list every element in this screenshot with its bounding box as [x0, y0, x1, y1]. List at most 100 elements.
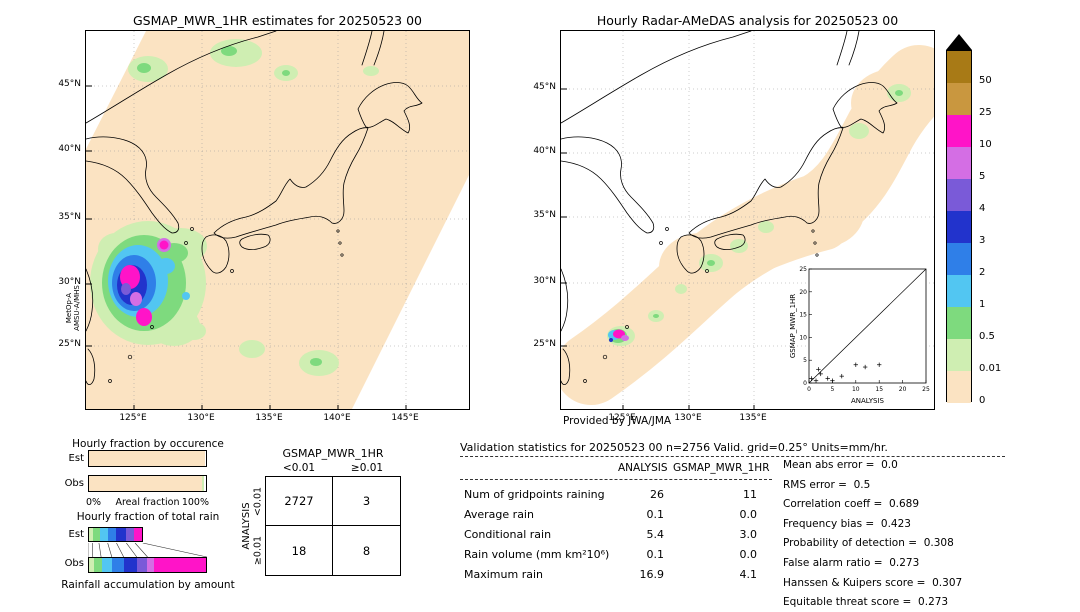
- stat-row-label: Rain volume (mm km²10⁶): [464, 548, 610, 561]
- inset-x-tick: 25: [922, 386, 930, 393]
- validation-divider-top: [460, 456, 1005, 457]
- validation-header-analysis: ANALYSIS: [618, 462, 668, 474]
- fan-line: [126, 543, 138, 557]
- precip-blob: [609, 338, 613, 342]
- precip-blob: [130, 292, 142, 306]
- precipitation-blobs: [607, 84, 911, 346]
- coastlines: [561, 31, 898, 385]
- colorbar-segment-0: [947, 371, 971, 403]
- lat-tick-label: 25°N: [533, 339, 556, 349]
- occurrence-obs-label: Obs: [64, 478, 84, 489]
- contingency-row-header-lt: <0.01: [252, 486, 264, 517]
- inset-y-tick: 25: [799, 266, 807, 273]
- precip-blob: [895, 90, 903, 96]
- bar-segment-pale_green: [89, 558, 94, 572]
- bar-segment-peach: [89, 451, 206, 466]
- stat-gsmap-value: 0.0: [739, 548, 758, 561]
- bar-segment-cyan: [99, 528, 108, 541]
- inset-y-tick: 15: [799, 312, 807, 319]
- stat-analysis-value: 0.1: [646, 508, 665, 521]
- stat-analysis-value: 5.4: [646, 528, 665, 541]
- radar-coverage: [561, 45, 934, 405]
- score-value: 0.423: [880, 518, 911, 530]
- coastlines: [86, 31, 423, 385]
- contingency-title: GSMAP_MWR_1HR: [282, 447, 384, 460]
- colorbar-label: 4: [979, 203, 986, 214]
- precip-blob: [675, 284, 687, 294]
- score-label: RMS error =: [783, 479, 854, 491]
- inset-x-tick: 0: [807, 386, 811, 393]
- gsmap-map: [85, 30, 470, 410]
- stat-row-label: Average rain: [464, 508, 534, 521]
- score-value: 0.689: [888, 498, 920, 510]
- radar-map: 0 5 10 15 20 25 0 5 10 15 20 25 ANALYSIS GSMAP_MWR_1H…: [560, 30, 935, 410]
- colorbar-segment-50: [947, 51, 971, 83]
- fan-line: [134, 543, 148, 557]
- colorbar-segment-2: [947, 243, 971, 275]
- lat-tick-label: 35°N: [533, 210, 556, 220]
- score-label: Correlation coeff =: [783, 498, 889, 510]
- precip-blob: [849, 123, 869, 139]
- precipitation-blobs: [90, 39, 379, 376]
- lat-tick-label: 35°N: [58, 212, 81, 222]
- contingency-row-header-ge: ≥0.01: [252, 535, 264, 566]
- diagonal-line: [808, 268, 927, 384]
- precip-blob: [363, 66, 379, 76]
- inset-x-tick: 15: [875, 386, 883, 393]
- lon-tick-label: 125°E: [608, 413, 636, 423]
- bar-segment-light_blue: [112, 558, 125, 572]
- contingency-grid: 2727 3 18 8: [265, 476, 401, 576]
- stat-gsmap-value: 0.0: [739, 508, 758, 521]
- lat-tick-label: 40°N: [533, 146, 556, 156]
- precip-blob: [239, 340, 265, 358]
- colorbar-segment-10: [947, 115, 971, 147]
- bar-segment-pale_green: [89, 528, 94, 541]
- colorbar-label: 3: [979, 235, 986, 246]
- precip-blob: [137, 63, 151, 73]
- lat-tick-label: 45°N: [533, 82, 556, 92]
- score-value: 0.273: [918, 596, 949, 608]
- contingency-cell: 18: [266, 526, 333, 575]
- bar-segment-peach: [89, 476, 202, 491]
- stat-analysis-value: 26: [650, 488, 664, 501]
- score-label: Mean abs error =: [783, 459, 882, 471]
- lat-tick-label: 25°N: [58, 339, 81, 349]
- score-label: Equitable threat score =: [783, 596, 919, 608]
- lon-tick-label: 125°E: [119, 413, 147, 423]
- validation-divider-mid: [460, 479, 772, 480]
- areal-fraction-100-label: 100%: [181, 497, 209, 508]
- inset-y-tick: 20: [799, 289, 807, 296]
- lon-tick-label: 145°E: [391, 413, 419, 423]
- total-rain-est-bar: [88, 527, 143, 542]
- score-value: 0.5: [853, 479, 871, 491]
- bar-segment-pale_green: [201, 476, 205, 491]
- stat-analysis-value: 16.9: [639, 568, 665, 581]
- validation-header-gsmap: GSMAP_MWR_1HR: [673, 462, 770, 474]
- colorbar-bar: [946, 50, 972, 403]
- lat-tick-label: 45°N: [58, 79, 81, 89]
- lon-tick-label: 130°E: [187, 413, 215, 423]
- total-rain-obs-label: Obs: [64, 558, 84, 569]
- score-line: RMS error = 0.5: [783, 479, 870, 491]
- score-line: Correlation coeff = 0.689: [783, 498, 919, 510]
- precip-blob: [136, 308, 152, 326]
- contingency-col-header-lt: <0.01: [282, 462, 316, 474]
- areal-fraction-label: Areal fraction: [115, 497, 180, 508]
- axis-ticks: [561, 88, 755, 409]
- fan-line: [142, 543, 207, 557]
- bar-segment-blue: [116, 528, 126, 541]
- fan-line: [116, 543, 124, 557]
- colorbar-segment-3: [947, 211, 971, 243]
- stat-row-label: Conditional rain: [464, 528, 552, 541]
- analysis-axis-label: ANALYSIS: [241, 502, 252, 550]
- colorbar-overflow-triangle: [946, 34, 972, 50]
- areal-fraction-0-label: 0%: [86, 497, 102, 508]
- lat-tick-label: 30°N: [533, 276, 556, 286]
- precip-blob: [159, 240, 169, 250]
- score-value: 0.307: [932, 577, 963, 589]
- contingency-cell: 2727: [266, 477, 333, 526]
- occurrence-est-label: Est: [68, 453, 84, 464]
- score-line: Equitable threat score = 0.273: [783, 596, 948, 608]
- colorbar-label: 10: [979, 139, 992, 150]
- total-rain-title: Hourly fraction of total rain: [76, 511, 220, 523]
